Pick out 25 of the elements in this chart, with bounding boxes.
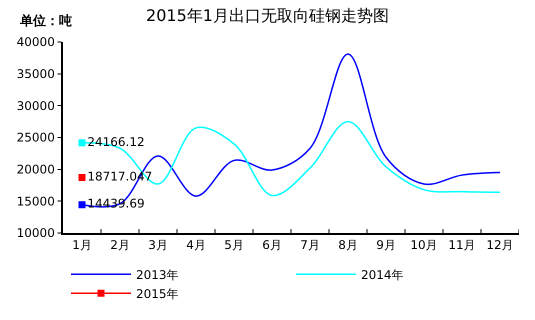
legend-label: 2015年 [136, 286, 179, 301]
x-tick-label: 5月 [224, 238, 244, 252]
chart-title: 2015年1月出口无取向硅钢走势图 [146, 6, 389, 25]
y-tick-label: 35000 [16, 67, 55, 82]
x-tick-label: 10月 [410, 238, 438, 252]
y-tick-label: 40000 [16, 35, 55, 50]
x-tick-label: 11月 [448, 238, 476, 252]
y-axis-title: 单位：吨 [19, 13, 72, 29]
y-tick-label: 20000 [16, 162, 55, 177]
data-label: 24166.12 [87, 134, 145, 149]
y-tick-label: 30000 [16, 98, 55, 113]
legend-label: 2013年 [136, 268, 179, 282]
x-tick-label: 3月 [148, 238, 168, 252]
y-tick-label: 15000 [16, 194, 55, 208]
y-tick-label: 10000 [16, 226, 55, 240]
x-tick-label: 6月 [262, 238, 282, 252]
x-tick-label: 8月 [338, 238, 358, 252]
x-tick-label: 9月 [376, 238, 396, 252]
x-tick-label: 4月 [186, 238, 206, 252]
x-tick-label: 1月 [72, 238, 92, 252]
legend-label: 2014年 [361, 268, 404, 282]
y-tick-label: 25000 [16, 130, 55, 145]
x-tick-label: 12月 [486, 238, 514, 252]
x-tick-label: 2月 [110, 238, 130, 252]
x-tick-label: 7月 [300, 238, 320, 252]
